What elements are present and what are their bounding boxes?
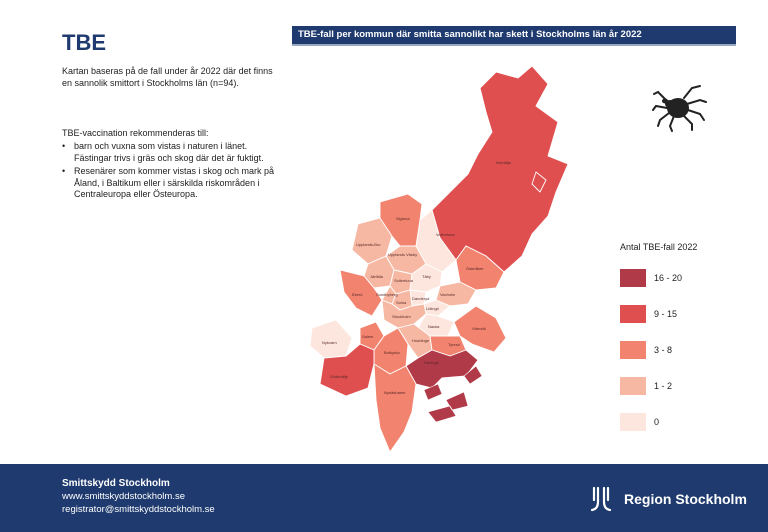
municipality-label: Sigtuna xyxy=(396,216,410,221)
municipality-label: Nacka xyxy=(428,324,440,329)
legend-item: 16 - 20 xyxy=(620,268,730,288)
legend-swatch xyxy=(620,377,646,395)
legend-label: 9 - 15 xyxy=(654,309,678,319)
municipality-norrtalje-island[interactable] xyxy=(531,171,547,193)
legend-title: Antal TBE-fall 2022 xyxy=(620,242,698,252)
page-title: TBE xyxy=(62,30,106,55)
stockholm-county-map: Norrtälje Vallentuna Österåker Upplands-… xyxy=(309,65,569,453)
municipality-label: Sundbyberg xyxy=(376,292,398,297)
municipality-varmdo[interactable] xyxy=(453,305,507,353)
map-title-bar: TBE-fall per kommun där smitta sannolikt… xyxy=(292,26,736,46)
recommendation-item: Resenärer som kommer vistas i skog och m… xyxy=(62,166,282,201)
recommendation-list: barn och vuxna som vistas i naturen i lä… xyxy=(62,141,282,203)
municipality-label: Vaxholm xyxy=(440,292,456,297)
recommendation-title: TBE-vaccination rekommenderas till: xyxy=(62,128,209,138)
municipality-label: Upplands-Bro xyxy=(356,242,381,247)
municipality-label: Sollentuna xyxy=(394,278,414,283)
legend-swatch xyxy=(620,413,646,431)
municipality-label: Järfälla xyxy=(370,274,384,279)
legend-label: 3 - 8 xyxy=(654,345,673,355)
municipality-label: Norrtälje xyxy=(496,160,512,165)
municipality-label: Stockholm xyxy=(392,314,411,319)
region-logo-icon xyxy=(590,486,612,512)
municipality-label: Nynäshamn xyxy=(384,390,405,395)
map-title: TBE-fall per kommun där smitta sannolikt… xyxy=(298,29,642,40)
municipality-label: Värmdö xyxy=(472,326,487,331)
municipality-sigtuna[interactable] xyxy=(379,193,423,247)
legend-label: 0 xyxy=(654,417,660,427)
footer-web-link[interactable]: www.smittskyddstockholm.se xyxy=(62,491,186,502)
region-logo: Region Stockholm xyxy=(588,486,747,512)
legend-swatch xyxy=(620,269,646,287)
legend-swatch xyxy=(620,305,646,323)
municipality-label: Tyresö xyxy=(448,342,461,347)
municipality-nykvarn[interactable] xyxy=(309,319,353,359)
footer: Smittskydd Stockholm www.smittskyddstock… xyxy=(0,464,768,532)
municipality-stockholm[interactable] xyxy=(381,299,427,329)
municipality-haninge[interactable] xyxy=(405,349,479,389)
region-name: Region Stockholm xyxy=(624,491,747,507)
municipality-nynashamn[interactable] xyxy=(373,363,417,453)
legend-item: 3 - 8 xyxy=(620,340,730,360)
municipality-label: Österåker xyxy=(466,266,484,271)
footer-org: Smittskydd Stockholm xyxy=(62,478,170,489)
legend-item: 9 - 15 xyxy=(620,304,730,324)
tick-icon xyxy=(652,85,707,132)
municipality-label: Botkyrka xyxy=(384,350,400,355)
municipality-label: Haninge xyxy=(424,360,440,365)
legend-label: 16 - 20 xyxy=(654,273,683,283)
municipality-label: Ekerö xyxy=(352,292,363,297)
municipality-label: Nykvarn xyxy=(322,340,337,345)
municipality-label: Upplands Väsby xyxy=(388,252,417,257)
municipality-label: Vallentuna xyxy=(436,232,455,237)
archipelago-islands xyxy=(423,365,483,423)
municipality-norrtalje[interactable] xyxy=(431,65,569,273)
footer-email-link[interactable]: registrator@smittskyddstockholm.se xyxy=(62,504,215,515)
municipality-ekero[interactable] xyxy=(339,269,383,317)
municipality-label: Södertälje xyxy=(330,374,349,379)
municipality-label: Huddinge xyxy=(412,338,430,343)
recommendation-item: barn och vuxna som vistas i naturen i lä… xyxy=(62,141,282,164)
municipality-label: Täby xyxy=(422,274,431,279)
municipality-label: Salem xyxy=(362,334,374,339)
municipality-label: Lidingö xyxy=(426,306,440,311)
municipality-label: Danderyd xyxy=(412,296,429,301)
legend-item: 0 xyxy=(620,412,730,432)
legend-item: 1 - 2 xyxy=(620,376,730,396)
intro-text: Kartan baseras på de fall under år 2022 … xyxy=(62,66,273,88)
map-legend: Antal TBE-fall 2022 16 - 20 9 - 15 3 - 8… xyxy=(620,242,730,448)
municipality-label: Solna xyxy=(396,300,407,305)
legend-swatch xyxy=(620,341,646,359)
legend-label: 1 - 2 xyxy=(654,381,673,391)
